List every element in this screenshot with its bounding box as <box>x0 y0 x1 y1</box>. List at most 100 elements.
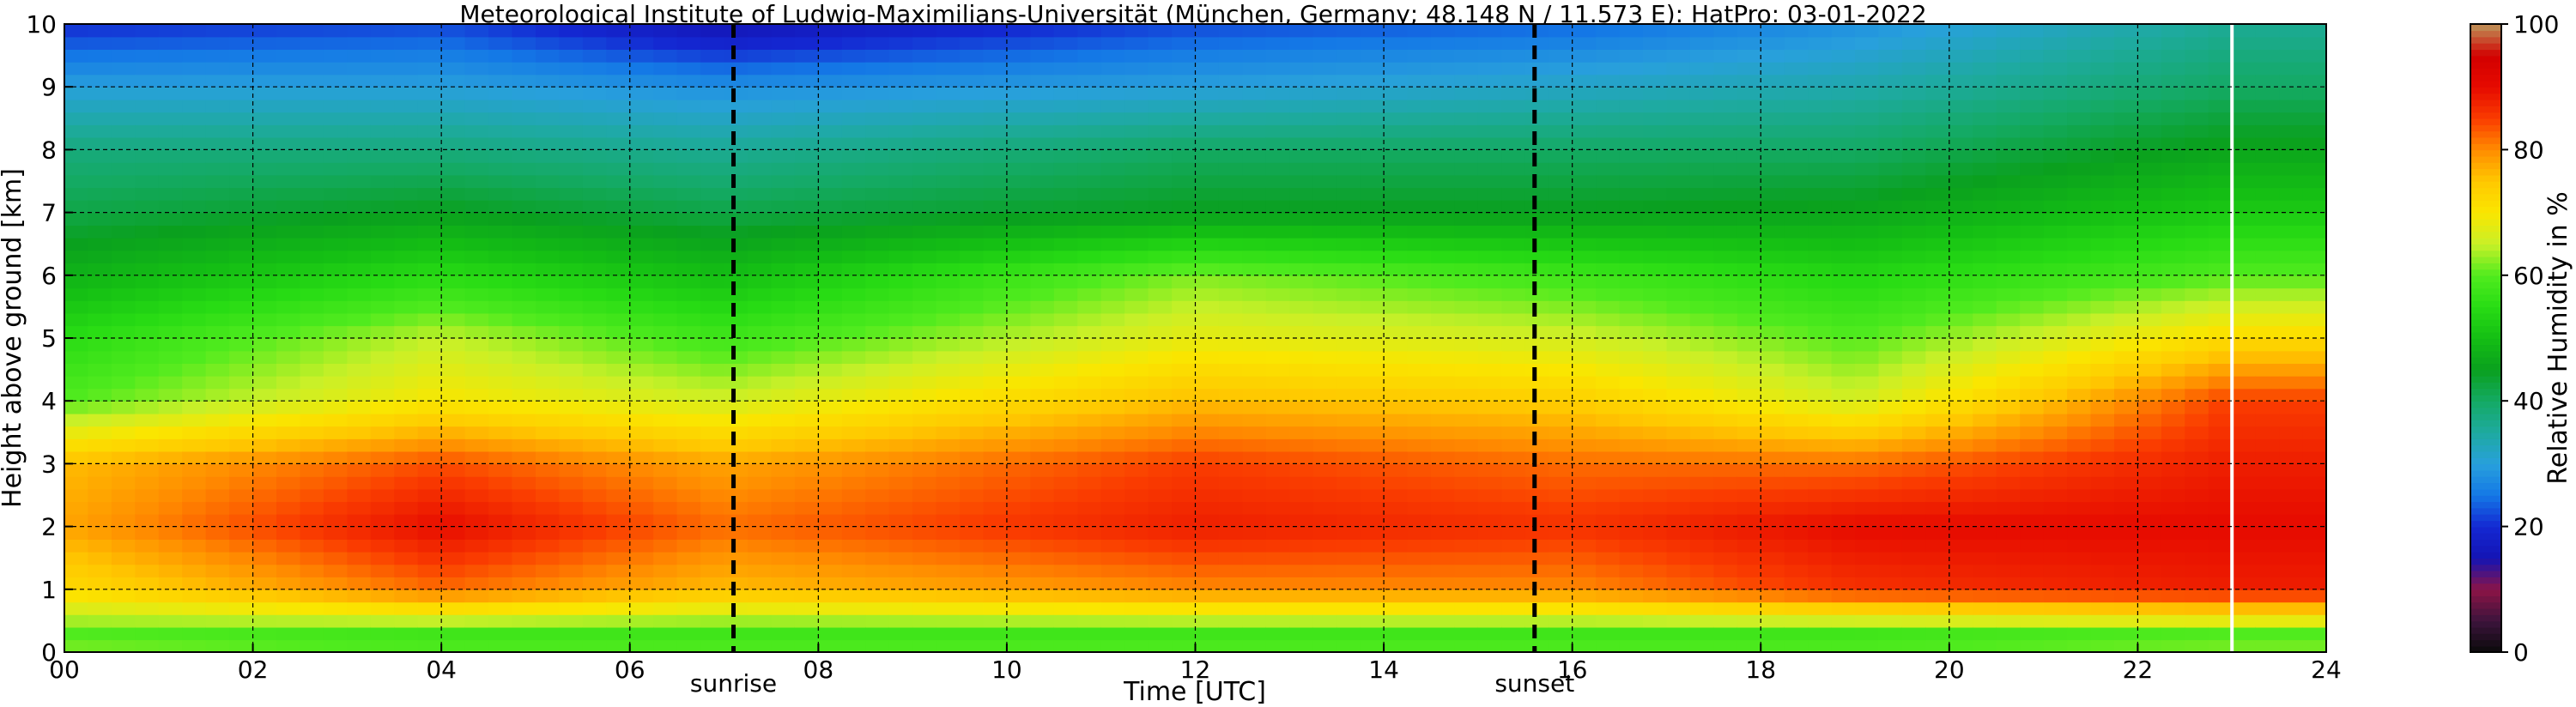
heatmap-cell <box>653 438 678 452</box>
colorbar-segment <box>2470 350 2501 358</box>
heatmap-cell <box>1737 312 1761 327</box>
heatmap-cell <box>536 112 561 125</box>
heatmap-cell <box>1053 463 1078 477</box>
heatmap-cell <box>1619 626 1644 641</box>
heatmap-cell <box>1077 601 1102 615</box>
heatmap-cell <box>2255 476 2280 490</box>
heatmap-cell <box>794 136 820 151</box>
heatmap-cell <box>135 162 160 176</box>
heatmap-cell <box>1030 36 1055 50</box>
heatmap-cell <box>1901 325 1927 339</box>
heatmap-cell <box>1100 263 1125 276</box>
heatmap-cell <box>818 300 843 314</box>
heatmap-cell <box>1407 601 1432 615</box>
heatmap-cell <box>2067 149 2092 163</box>
heatmap-cell <box>2279 601 2304 615</box>
heatmap-cell <box>1973 275 1997 289</box>
heatmap-cell <box>1053 263 1078 276</box>
heatmap-cell <box>1855 187 1880 201</box>
heatmap-cell <box>323 263 349 276</box>
heatmap-cell <box>794 174 820 189</box>
heatmap-cell <box>111 149 136 163</box>
heatmap-cell <box>1242 551 1267 565</box>
heatmap-cell <box>229 589 254 603</box>
heatmap-cell <box>1619 401 1644 414</box>
heatmap-cell <box>1666 488 1691 503</box>
heatmap-cell <box>841 61 866 76</box>
colorbar-segment <box>2470 275 2501 282</box>
heatmap-cell <box>135 514 160 528</box>
heatmap-cell <box>629 450 654 465</box>
heatmap-cell <box>1878 426 1903 439</box>
heatmap-cell <box>1431 564 1456 577</box>
heatmap-cell <box>2161 325 2186 339</box>
heatmap-cell <box>300 187 324 201</box>
heatmap-cell <box>1572 639 1597 653</box>
heatmap-cell <box>158 250 183 263</box>
heatmap-cell <box>559 614 584 628</box>
colorbar-segment <box>2470 74 2501 82</box>
heatmap-cell <box>748 501 773 515</box>
heatmap-cell <box>2279 149 2304 163</box>
heatmap-cell <box>182 463 207 477</box>
heatmap-cell <box>1312 539 1337 553</box>
heatmap-cell <box>1549 174 1573 189</box>
heatmap-cell <box>1666 413 1691 427</box>
heatmap-cell <box>1030 87 1055 100</box>
heatmap-cell <box>1030 401 1055 414</box>
heatmap-cell <box>464 626 489 641</box>
heatmap-cell <box>2043 187 2068 201</box>
heatmap-cell <box>1124 225 1149 239</box>
heatmap-cell <box>1689 501 1715 515</box>
heatmap-cell <box>2255 639 2280 653</box>
heatmap-cell <box>1878 49 1903 63</box>
heatmap-cell <box>865 61 890 76</box>
heatmap-cell <box>629 124 654 138</box>
heatmap-cell <box>1572 124 1597 138</box>
heatmap-cell <box>2090 463 2115 477</box>
heatmap-cell <box>960 112 985 125</box>
heatmap-cell <box>1242 187 1267 201</box>
heatmap-cell <box>158 112 183 125</box>
heatmap-cell <box>417 275 442 289</box>
heatmap-cell <box>2137 250 2162 263</box>
heatmap-cell <box>2161 350 2186 364</box>
heatmap-cell <box>394 426 419 439</box>
heatmap-cell <box>1808 426 1833 439</box>
heatmap-cell <box>394 614 419 628</box>
heatmap-cell <box>1195 488 1220 503</box>
heatmap-cell <box>1619 49 1644 63</box>
heatmap-cell <box>2302 338 2327 352</box>
heatmap-cell <box>1053 363 1078 377</box>
heatmap-cell <box>182 36 207 50</box>
heatmap-cell <box>1524 36 1549 50</box>
heatmap-cell <box>748 99 773 113</box>
heatmap-cell <box>1737 501 1761 515</box>
heatmap-cell <box>1501 124 1526 138</box>
heatmap-cell <box>1289 488 1314 503</box>
heatmap-cell <box>1501 388 1526 402</box>
heatmap-cell <box>441 99 466 113</box>
heatmap-cell <box>1808 300 1833 314</box>
heatmap-cell <box>488 24 513 38</box>
heatmap-cell <box>771 514 796 528</box>
heatmap-cell <box>2020 577 2045 590</box>
heatmap-cell <box>582 626 608 641</box>
heatmap-cell <box>1878 375 1903 390</box>
heatmap-cell <box>700 99 725 113</box>
heatmap-cell <box>512 426 536 439</box>
heatmap-cell <box>1949 526 1973 540</box>
heatmap-cell <box>229 212 254 226</box>
heatmap-cell <box>676 36 701 50</box>
heatmap-cell <box>2279 551 2304 565</box>
heatmap-cell <box>1524 74 1549 88</box>
heatmap-cell <box>512 87 536 100</box>
heatmap-cell <box>1100 514 1125 528</box>
heatmap-cell <box>205 551 230 565</box>
heatmap-cell <box>818 514 843 528</box>
heatmap-cell <box>794 287 820 301</box>
heatmap-cell <box>960 539 985 553</box>
heatmap-cell <box>2090 539 2115 553</box>
heatmap-cell <box>1218 162 1244 176</box>
heatmap-cell <box>1407 300 1432 314</box>
